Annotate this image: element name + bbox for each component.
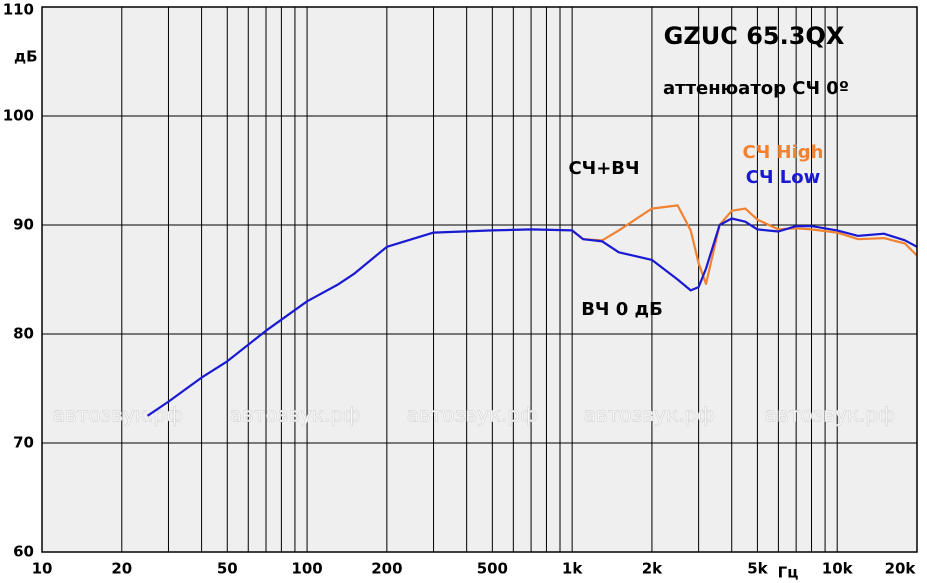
x-tick-label: 5k (747, 560, 768, 578)
legend-label: СЧ High (743, 142, 824, 163)
x-axis-label: Гц (778, 564, 799, 582)
x-tick-label: 20k (885, 560, 917, 578)
x-tick-label: 500 (477, 560, 508, 578)
watermark: автозвук.рф (765, 403, 895, 427)
grid (41, 6, 918, 553)
watermark: автозвук.рф (407, 403, 537, 427)
x-tick-label: 20 (111, 560, 132, 578)
plot-frame (41, 6, 918, 553)
x-tick-label: 100 (291, 560, 322, 578)
chart-title: GZUC 65.3QX (664, 22, 845, 50)
x-tick-label: 10 (32, 560, 53, 578)
watermark: автозвук.рф (584, 403, 714, 427)
lines (146, 204, 918, 417)
legend-label: СЧ Low (746, 167, 821, 188)
y-tick-label: 90 (13, 216, 34, 234)
y-tick-label: 70 (13, 434, 34, 452)
x-tick-label: 10k (822, 560, 854, 578)
y-tick-label: 100 (3, 107, 34, 125)
watermarks: автозвук.рф автозвук.рф автозвук.рф автозву… (52, 402, 895, 427)
y-tick-label: 60 (13, 543, 34, 561)
x-tick-label: 2k (642, 560, 663, 578)
x-tick-label: 1k (562, 560, 583, 578)
x-tick-label: 50 (217, 560, 238, 578)
chart-subtitle: аттенюатор СЧ 0º (663, 78, 849, 99)
watermark: автозвук.рф (230, 403, 360, 427)
y-axis-label: дБ (14, 48, 38, 66)
x-tick-label: 200 (371, 560, 402, 578)
series-line (571, 204, 918, 285)
plot-area (42, 7, 917, 552)
y-tick-label: 110 (3, 1, 34, 19)
annotation: ВЧ 0 дБ (581, 299, 663, 320)
series-line (146, 217, 918, 417)
y-tick-label: 80 (13, 325, 34, 343)
annotation: СЧ+ВЧ (568, 158, 639, 179)
axes: 60 70 80 90 100 110 10 20 50 100 200 500 1k 2k 5k 10k 20… (3, 1, 917, 578)
